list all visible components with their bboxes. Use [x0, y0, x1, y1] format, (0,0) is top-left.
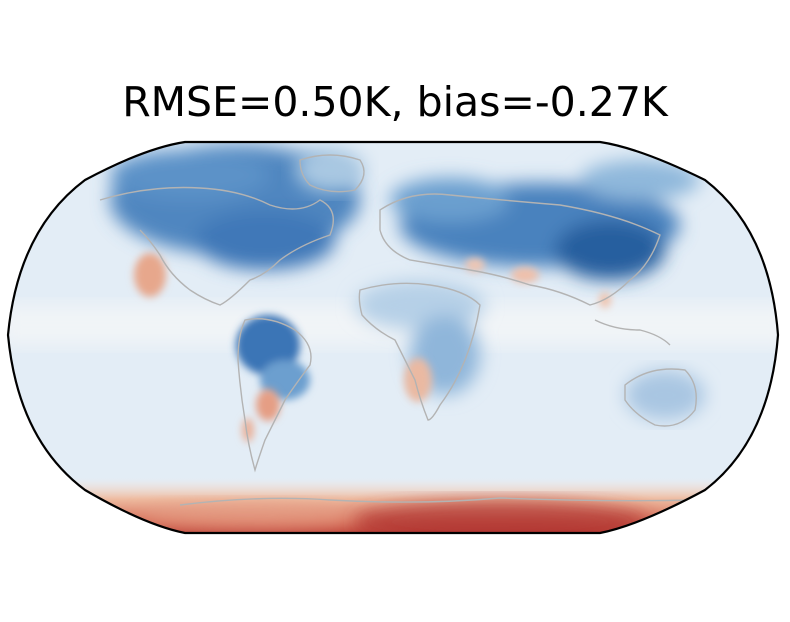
- antarctic-hotspot: [350, 500, 650, 533]
- coastlines: [99, 154, 701, 506]
- map-field: [8, 142, 778, 533]
- plot-title: RMSE=0.50K, bias=-0.27K: [122, 78, 668, 126]
- australia-cold: [625, 370, 705, 420]
- eurasia-cold: [390, 160, 700, 280]
- greenland: [295, 148, 365, 192]
- antarctic-west: [140, 501, 360, 529]
- warm-patches: [134, 253, 611, 442]
- map-frame: [6, 140, 780, 535]
- south-america-cold: [236, 315, 310, 400]
